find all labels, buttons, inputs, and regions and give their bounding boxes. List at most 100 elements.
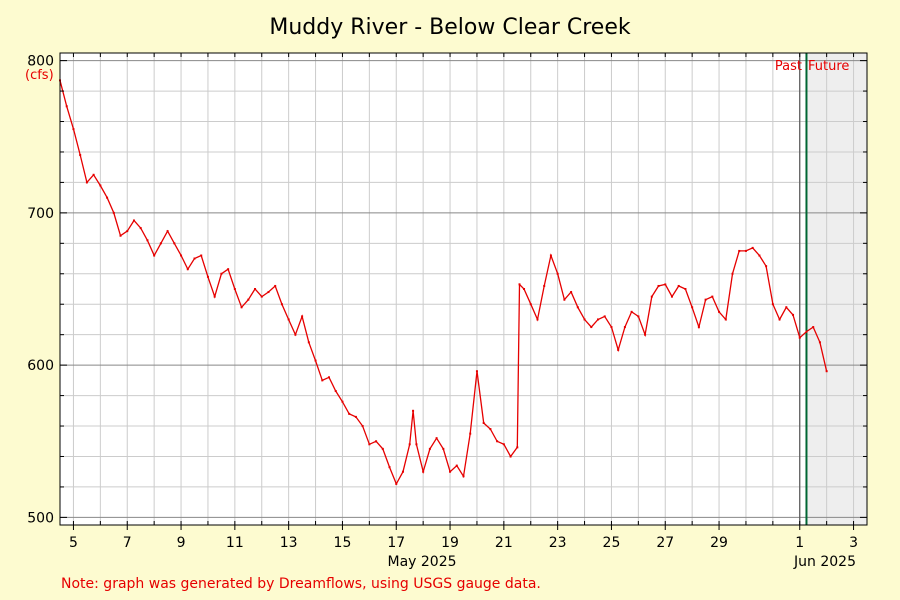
flow-data-point	[368, 443, 371, 446]
flow-data-point	[738, 249, 741, 252]
flow-data-point	[805, 330, 808, 333]
flow-data-point	[751, 246, 754, 249]
flow-data-point	[85, 181, 88, 184]
flow-data-point	[684, 288, 687, 290]
flow-data-point	[180, 254, 183, 257]
flow-data-point	[758, 254, 761, 257]
flow-data-point	[435, 437, 438, 440]
future-label: Future	[808, 59, 849, 74]
flow-data-point	[361, 425, 364, 428]
flow-data-point	[778, 318, 781, 321]
flow-data-point	[388, 466, 391, 469]
flow-data-point	[92, 173, 95, 176]
flow-data-point	[267, 291, 270, 294]
chart-title: Muddy River - Below Clear Creek	[269, 15, 630, 40]
flow-data-point	[274, 284, 277, 287]
flow-data-point	[186, 268, 189, 271]
flow-data-point	[287, 318, 290, 321]
flow-data-point	[469, 432, 472, 435]
flow-data-point	[489, 428, 492, 431]
x-tick-label: 19	[441, 535, 459, 551]
flow-data-point	[408, 443, 411, 446]
y-tick-label: 500	[27, 510, 54, 526]
flow-data-point	[771, 303, 774, 306]
flow-data-point	[428, 447, 431, 450]
flow-data-point	[563, 298, 566, 301]
x-tick-label: 1	[795, 535, 804, 551]
x-tick-label: 7	[123, 535, 132, 551]
flow-data-point	[106, 196, 109, 199]
flow-data-point	[570, 291, 573, 294]
flow-data-point	[744, 249, 747, 252]
flow-data-point	[516, 446, 519, 449]
flow-data-point	[153, 254, 156, 257]
flow-data-point	[314, 359, 317, 362]
flow-data-point	[597, 318, 599, 321]
y-tick-label: 700	[27, 206, 54, 222]
flow-data-point	[227, 268, 230, 271]
flow-data-point	[166, 230, 169, 233]
flow-data-point	[442, 447, 445, 450]
flow-data-point	[792, 313, 795, 316]
x-tick-label: 29	[710, 535, 728, 551]
flow-data-point	[785, 306, 788, 309]
flow-data-point	[280, 303, 283, 306]
flow-data-point	[139, 227, 142, 230]
flow-data-point	[401, 470, 404, 473]
flow-data-point	[220, 272, 223, 275]
plot-area	[60, 53, 867, 525]
x-tick-label: 11	[226, 535, 244, 551]
flow-data-point	[818, 341, 821, 344]
flow-data-point	[119, 234, 122, 237]
flow-data-point	[536, 318, 539, 321]
flow-data-point	[697, 326, 700, 329]
x-tick-label: 13	[280, 535, 298, 551]
flow-data-point	[502, 443, 505, 446]
flow-data-point	[301, 315, 304, 318]
flow-data-point	[381, 447, 384, 450]
flow-data-point	[610, 326, 613, 329]
future-shade	[806, 53, 867, 525]
flow-data-point	[159, 242, 162, 245]
flow-data-point	[644, 333, 647, 336]
flow-data-point	[395, 482, 398, 485]
flow-data-point	[65, 105, 68, 108]
flow-data-point	[213, 295, 216, 298]
flow-data-point	[556, 272, 559, 275]
flow-data-point	[509, 455, 512, 458]
flow-data-point	[72, 128, 75, 131]
flow-data-point	[328, 376, 330, 379]
flow-data-point	[724, 318, 727, 321]
flow-data-point	[173, 242, 176, 245]
flow-data-point	[348, 412, 351, 415]
flow-data-point	[529, 303, 532, 306]
flow-data-point	[798, 336, 801, 339]
x-tick-label: 5	[69, 535, 78, 551]
x-tick-label: 21	[495, 535, 513, 551]
flow-data-point	[341, 400, 344, 403]
flow-data-point	[99, 184, 102, 187]
flow-data-point	[455, 464, 458, 467]
y-tick-label: 800	[27, 54, 54, 70]
flow-data-point	[307, 341, 310, 344]
past-label: Past	[775, 59, 802, 74]
flow-data-point	[623, 326, 626, 329]
flow-data-point	[523, 288, 526, 290]
flow-data-point	[482, 421, 485, 424]
flow-data-point	[475, 370, 478, 373]
flow-data-point	[650, 295, 653, 298]
flow-data-point	[260, 295, 263, 298]
flow-data-point	[543, 284, 546, 287]
flow-data-point	[462, 475, 465, 478]
flow-data-point	[193, 257, 196, 260]
flow-data-point	[549, 254, 552, 257]
x-tick-label: 17	[387, 535, 405, 551]
flow-data-point	[334, 390, 337, 393]
flow-data-point	[240, 306, 243, 309]
x-tick-label: 9	[177, 535, 186, 551]
flow-data-point	[691, 306, 694, 309]
y-tick-label: 600	[27, 358, 54, 374]
footnote: Note: graph was generated by Dreamflows,…	[61, 576, 541, 592]
